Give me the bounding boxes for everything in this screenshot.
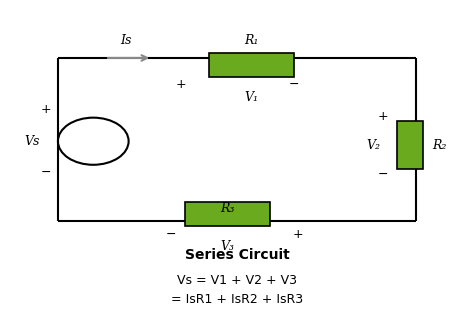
Text: −: − [288,78,299,91]
Text: +: + [41,103,52,116]
Text: V₂: V₂ [367,139,381,152]
Text: +: + [377,110,388,123]
Text: = IsR1 + IsR2 + IsR3: = IsR1 + IsR2 + IsR3 [171,293,303,306]
Bar [397,121,423,170]
Text: V₃: V₃ [220,240,235,253]
Text: Vs = V1 + V2 + V3: Vs = V1 + V2 + V3 [177,274,297,287]
Text: −: − [41,166,51,179]
Text: R₁: R₁ [244,34,258,47]
Text: +: + [293,228,303,241]
Bar [185,203,270,226]
Text: Vs: Vs [24,135,40,148]
Text: −: − [377,168,388,181]
Text: +: + [175,78,186,91]
Bar [209,53,293,77]
Text: V₁: V₁ [244,91,258,104]
Text: Series Circuit: Series Circuit [185,248,289,262]
Text: R₃: R₃ [220,202,235,215]
Text: −: − [166,228,176,241]
Text: R₂: R₂ [433,139,447,152]
Text: Is: Is [120,34,132,47]
